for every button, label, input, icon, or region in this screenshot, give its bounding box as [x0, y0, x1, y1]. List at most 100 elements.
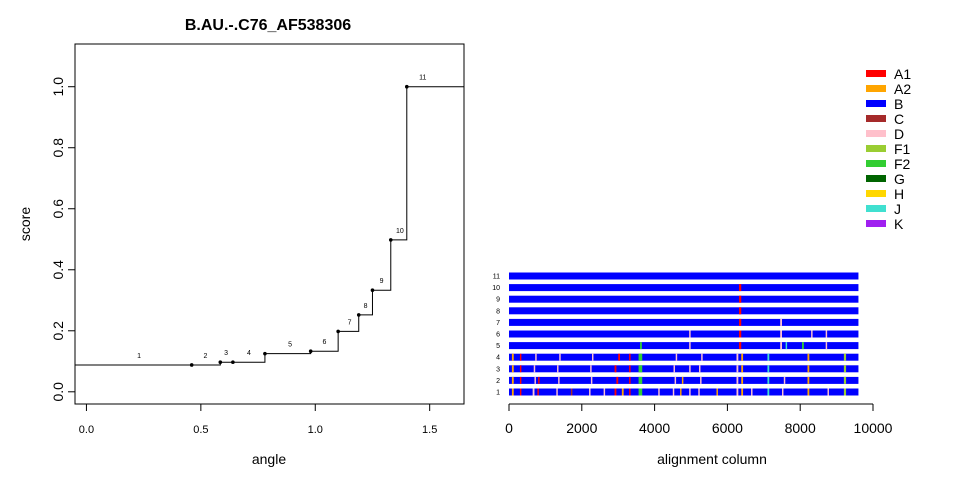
step-y-axis: 0.0 0.2 0.4 0.6 0.8 1.0: [50, 77, 75, 402]
alignment-row-1: [509, 388, 859, 396]
step-point: [356, 313, 361, 317]
alignment-segment: [741, 353, 744, 361]
alignment-segment: [741, 376, 744, 384]
step-point-label: 1: [137, 353, 141, 360]
alignment-row-2: [509, 376, 859, 384]
alignment-row-label: 10: [492, 285, 500, 292]
alignment-row-9: [509, 295, 859, 303]
alignment-segment: [736, 376, 739, 384]
alignment-segment: [767, 388, 770, 396]
alignment-row-label: 7: [496, 320, 500, 327]
alignment-x-tick-label: 8000: [785, 420, 816, 436]
alignment-row-3: [509, 365, 859, 373]
alignment-segment: [716, 388, 718, 396]
legend-swatch-F2: [866, 160, 886, 167]
legend-label: F2: [894, 156, 911, 172]
step-point-label: 3: [224, 350, 228, 357]
alignment-segment: [629, 365, 631, 373]
step-point-label: 4: [247, 350, 251, 357]
alignment-segment: [638, 388, 643, 396]
step-plot-frame: [74, 43, 465, 405]
step-y-axis-label: score: [17, 207, 33, 241]
alignment-segment: [739, 318, 742, 326]
alignment-segment: [689, 365, 691, 373]
alignment-row-10: [509, 284, 859, 292]
legend-swatch-C: [866, 115, 886, 122]
alignment-segment: [511, 353, 514, 361]
step-chart: B.AU.-.C76_AF538306 0.0 0.5 1.0 1.5 0.00.20…: [17, 17, 465, 467]
alignment-segment: [538, 376, 540, 384]
alignment-row-4: [509, 353, 859, 361]
alignment-chart: 1 2 3 4 5 6 7 8 9 10 11 0 2000 4000 6000 8000 10000 ali…: [492, 272, 893, 467]
alignment-segment: [741, 365, 744, 373]
alignment-segment: [603, 388, 606, 396]
alignment-segment: [590, 365, 592, 373]
alignment-segment: [511, 365, 514, 373]
step-point-label: 6: [322, 339, 326, 346]
alignment-segment: [807, 365, 810, 373]
step-point-label: 10: [396, 228, 404, 235]
alignment-segment: [807, 376, 810, 384]
legend-swatch-K: [866, 220, 886, 227]
step-point: [404, 84, 409, 89]
alignment-segment: [739, 295, 742, 303]
alignment-x-tick-label: 6000: [712, 420, 743, 436]
alignment-row-label: 4: [496, 355, 500, 362]
alignment-segment: [558, 376, 560, 384]
legend-swatch-H: [866, 190, 886, 197]
alignment-segment: [556, 388, 558, 396]
step-point-label: 11: [419, 75, 426, 82]
step-point: [218, 360, 223, 365]
legend-label: H: [894, 186, 904, 202]
legend-swatch-A2: [866, 85, 886, 92]
alignment-segment: [535, 353, 537, 361]
alignment-segment: [511, 376, 514, 384]
alignment-segment: [519, 376, 522, 384]
step-y-tick-label: 0.6: [50, 199, 66, 219]
legend-label: C: [894, 111, 904, 127]
legend-label: J: [894, 201, 901, 217]
alignment-segment: [780, 318, 782, 326]
alignment-segment: [701, 353, 703, 361]
step-point-label: 7: [348, 319, 352, 326]
alignment-segment: [616, 376, 619, 384]
step-y-tick-label: 0.0: [50, 382, 66, 402]
alignment-x-tick-label: 4000: [639, 420, 670, 436]
alignment-row-label: 6: [496, 332, 500, 339]
alignment-segment: [825, 342, 828, 350]
alignment-segment: [673, 365, 675, 373]
step-point: [263, 351, 267, 356]
alignment-segment: [780, 330, 782, 338]
step-point: [336, 329, 340, 334]
alignment-segment: [739, 342, 742, 350]
alignment-segment: [614, 388, 617, 396]
legend-swatch-G: [866, 175, 886, 182]
alignment-segment: [699, 365, 701, 373]
alignment-segment: [614, 365, 617, 373]
alignment-segment: [511, 388, 514, 396]
alignment-segment: [570, 388, 573, 396]
alignment-segment: [700, 376, 702, 384]
alignment-row-7: [509, 318, 859, 326]
alignment-segment: [780, 342, 782, 350]
alignment-segment: [782, 388, 784, 396]
alignment-segment: [591, 353, 594, 361]
alignment-row-label: 2: [496, 378, 500, 385]
step-point-label: 9: [380, 278, 384, 285]
step-point: [231, 360, 235, 365]
alignment-segment: [681, 376, 684, 384]
alignment-segment: [519, 388, 522, 396]
step-x-axis: 0.0 0.5 1.0 1.5: [79, 404, 437, 436]
legend-label: A1: [894, 66, 911, 82]
step-x-axis-label: angle: [252, 451, 286, 467]
alignment-segment: [559, 353, 561, 361]
alignment-segment: [767, 365, 770, 373]
alignment-segment: [519, 365, 522, 373]
alignment-row-labels: 1 2 3 4 5 6 7 8 9 10 11: [492, 274, 500, 397]
alignment-row-label: 1: [496, 390, 500, 397]
alignment-row-label: 8: [496, 308, 500, 315]
alignment-segment: [534, 376, 536, 384]
alignment-row-11: [509, 272, 859, 280]
alignment-x-tick-label: 10000: [854, 420, 893, 436]
